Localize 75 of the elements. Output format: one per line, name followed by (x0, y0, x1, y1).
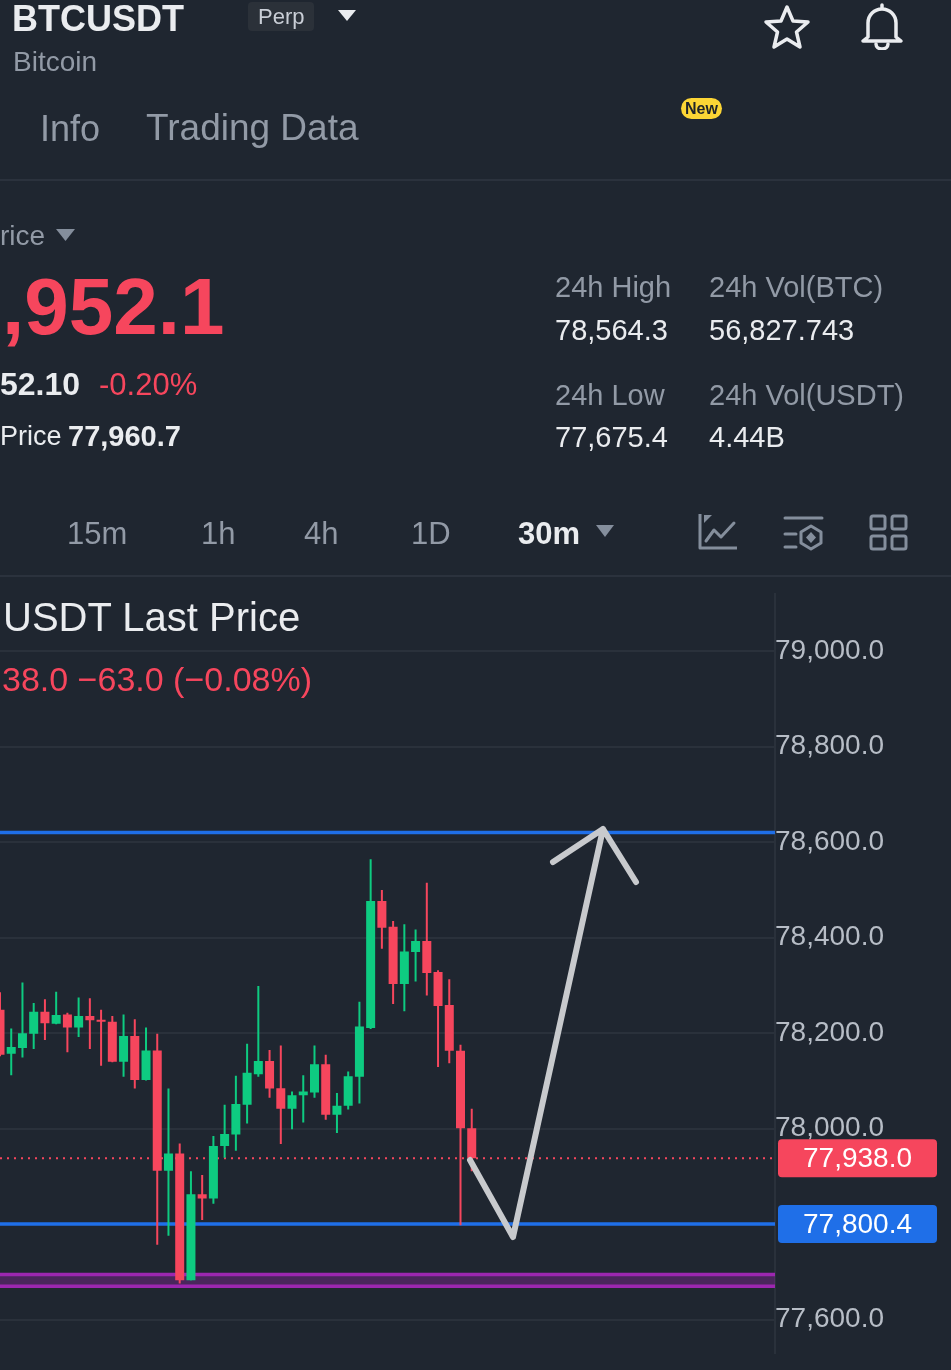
text: 24h Vol(BTC) (709, 269, 884, 305)
y-tick-label: 78,200.0 (775, 1015, 884, 1047)
text: 4.44B (709, 419, 785, 455)
chart-title: USDT Last Price (3, 594, 301, 641)
candlestick (197, 1175, 207, 1220)
candlestick (422, 882, 432, 996)
candlestick (74, 997, 84, 1038)
text: Price (0, 420, 62, 452)
candlestick (163, 1088, 173, 1236)
text: BTCUSDT (12, 0, 184, 40)
candlestick (298, 1075, 308, 1123)
candlestick (354, 1001, 364, 1104)
text: 4h (304, 514, 339, 552)
candlestick (220, 1104, 230, 1158)
text: 15m (67, 514, 128, 552)
text: Perp (248, 1, 315, 31)
y-tick-label: 77,600.0 (775, 1302, 884, 1334)
candlestick (366, 859, 376, 1029)
text: 56,827.743 (709, 312, 855, 348)
candlestick (276, 1045, 286, 1145)
text: 30m (518, 514, 581, 552)
y-tick-label: 78,000.0 (775, 1111, 884, 1143)
candlestick (444, 979, 454, 1064)
candlestick (242, 1043, 252, 1124)
text: 78,564.3 (555, 312, 668, 348)
text: New (681, 97, 722, 119)
candlestick (253, 985, 263, 1077)
ref-line-label: 77,938.0 (803, 1142, 912, 1174)
candlestick (309, 1045, 319, 1098)
text: 77,960.7 (68, 418, 181, 454)
candlestick (130, 1019, 140, 1089)
candlestick (119, 1014, 129, 1077)
candlestick (17, 982, 27, 1058)
text: ,952.1 (2, 261, 225, 353)
candlestick (411, 929, 421, 982)
candlestick (175, 1143, 185, 1284)
candlestick (96, 1009, 106, 1066)
text: Info (40, 106, 101, 150)
text: 52.10 (0, 365, 81, 403)
text: 24h High (555, 269, 672, 305)
text: 1D (411, 514, 451, 552)
candlestick (6, 1028, 16, 1076)
candlestick (399, 924, 409, 1012)
candlestick (85, 998, 95, 1049)
candlestick (29, 1003, 39, 1049)
text: -0.20% (99, 365, 198, 403)
candlestick (107, 1016, 117, 1063)
candlestick (62, 1012, 72, 1053)
candlestick (231, 1075, 241, 1151)
y-tick-label: 78,400.0 (775, 920, 884, 952)
candlestick (388, 920, 398, 1005)
candlestick (51, 991, 61, 1025)
y-tick-label: 78,800.0 (775, 729, 884, 761)
candlestick (332, 1092, 342, 1134)
candlestick (208, 1135, 218, 1204)
candlestick (40, 999, 50, 1040)
ref-line-label: 77,800.4 (803, 1207, 912, 1239)
y-tick-label: 79,000.0 (775, 633, 884, 665)
text: Trading Data (146, 106, 359, 150)
text: 77,675.4 (555, 419, 668, 455)
text: 24h Vol(USDT) (709, 377, 905, 413)
text: Bitcoin (13, 45, 98, 79)
text: 38.0 −63.0 (−0.08%) (2, 658, 313, 700)
candlestick (377, 889, 387, 949)
candlestick (287, 1091, 297, 1130)
text: 24h Low (555, 377, 665, 413)
text: rice (0, 219, 46, 253)
candlestick (141, 1027, 151, 1081)
candlestick (343, 1071, 353, 1110)
candlestick (433, 970, 443, 1068)
candlestick (321, 1054, 331, 1120)
candlestick (265, 1049, 275, 1098)
text: 1h (201, 514, 236, 552)
y-tick-label: 78,600.0 (775, 824, 884, 856)
candlestick (186, 1171, 196, 1281)
